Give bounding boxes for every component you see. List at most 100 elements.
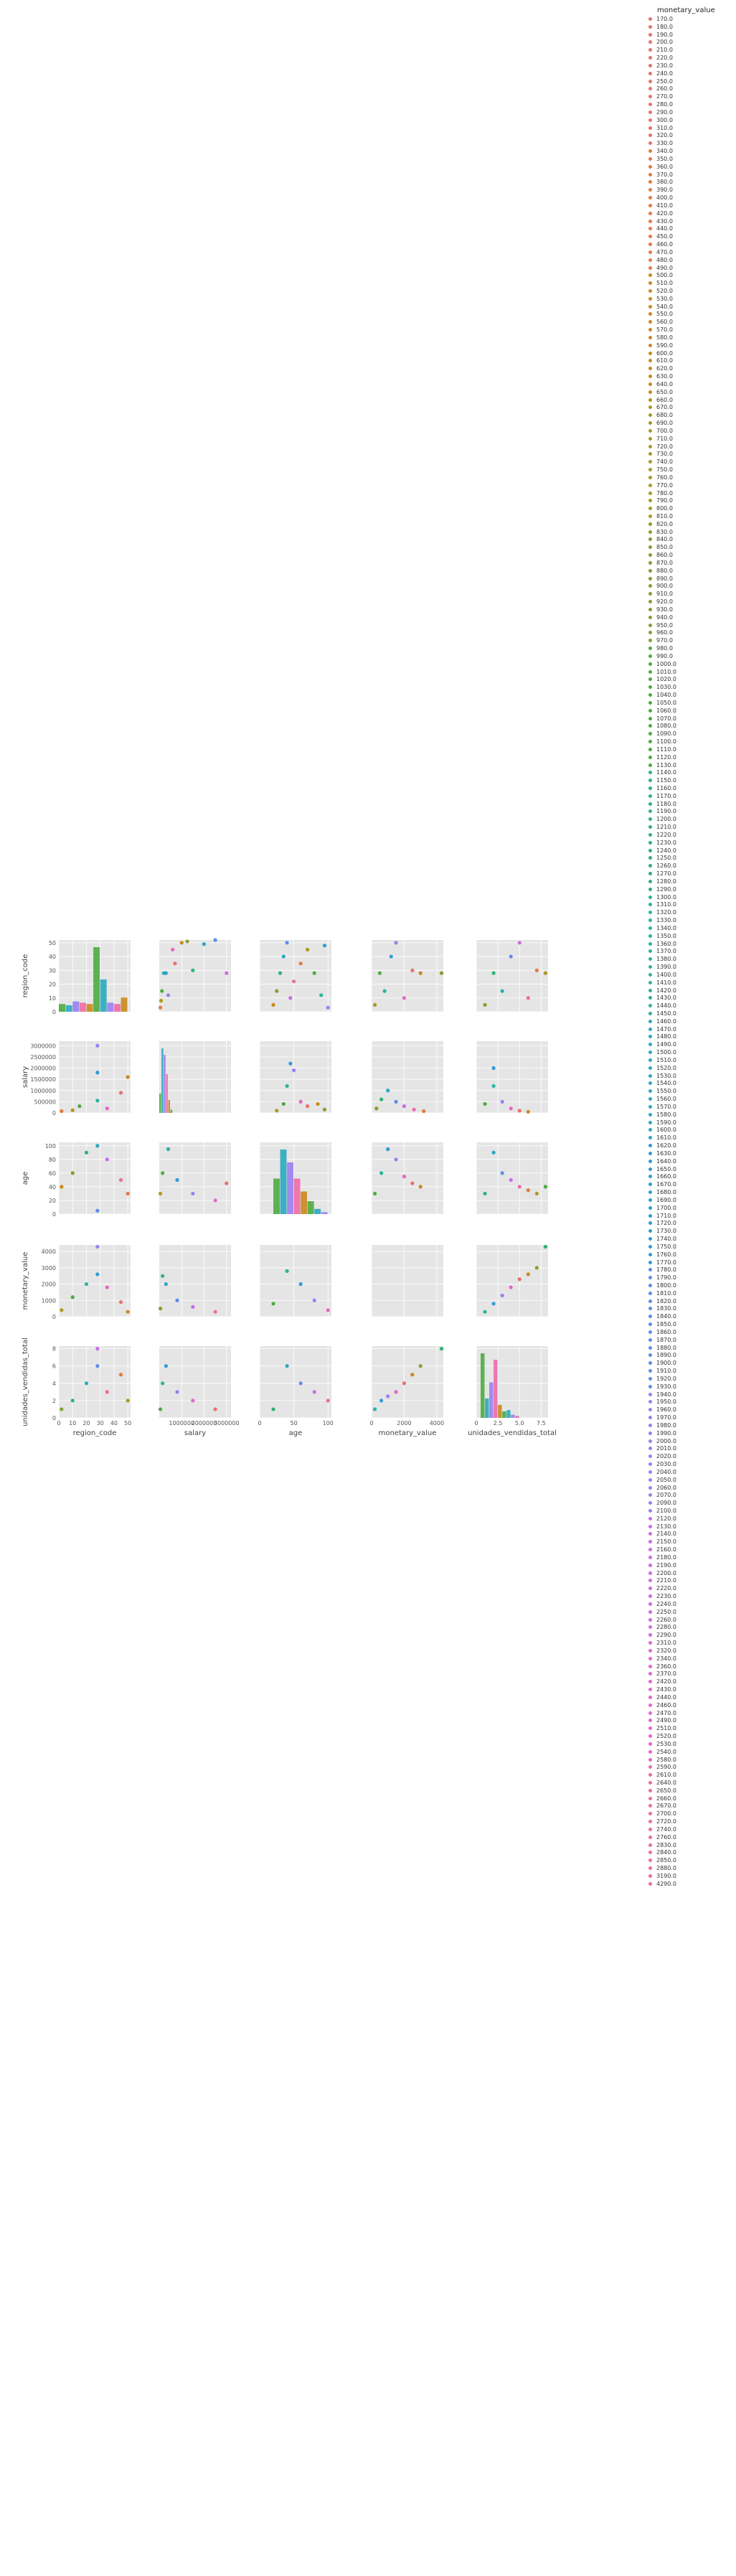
legend-marker	[648, 219, 652, 223]
legend-label: 1030.0	[656, 684, 676, 691]
legend-item: 220.0	[638, 55, 736, 62]
legend-item: 2490.0	[638, 1717, 736, 1725]
legend-marker	[648, 1672, 652, 1676]
legend-item: 780.0	[638, 490, 736, 498]
legend-item: 2720.0	[638, 1818, 736, 1826]
legend-item: 280.0	[638, 101, 736, 109]
legend-item: 990.0	[638, 653, 736, 661]
scatter-point	[95, 1272, 100, 1277]
legend-item: 2160.0	[638, 1546, 736, 1554]
legend-label: 630.0	[656, 373, 673, 380]
y-tick-label: 30	[49, 967, 56, 974]
legend-item: 1380.0	[638, 956, 736, 964]
legend-marker	[648, 903, 652, 907]
scatter-point	[191, 1305, 195, 1309]
legend-marker	[648, 1268, 652, 1272]
legend-label: 1390.0	[656, 964, 676, 971]
legend-label: 2670.0	[656, 1802, 676, 1810]
scatter-point	[105, 1106, 109, 1111]
legend-label: 2000.0	[656, 1437, 676, 1444]
legend-label: 650.0	[656, 388, 673, 395]
histogram-bar	[79, 1002, 86, 1012]
legend-marker	[648, 110, 652, 114]
legend-marker	[648, 390, 652, 394]
legend-marker	[648, 786, 652, 790]
legend-marker	[648, 1587, 652, 1591]
histogram-bar	[314, 1208, 321, 1214]
legend-marker	[648, 514, 652, 518]
legend-marker	[648, 320, 652, 324]
legend-item: 200.0	[638, 39, 736, 47]
scatter-point	[95, 1208, 100, 1213]
legend-marker	[648, 1151, 652, 1155]
scatter-point	[379, 1171, 384, 1175]
legend-label: 310.0	[656, 124, 673, 131]
legend-label: 1440.0	[656, 1002, 676, 1010]
legend-marker	[648, 1338, 652, 1342]
legend-item: 2420.0	[638, 1678, 736, 1686]
legend-label: 1560.0	[656, 1096, 676, 1103]
legend-label: 1820.0	[656, 1297, 676, 1305]
legend-marker	[648, 1633, 652, 1637]
legend-marker	[648, 32, 652, 37]
scatter-point	[326, 1005, 330, 1010]
legend-label: 2440.0	[656, 1693, 676, 1701]
legend-label: 2230.0	[656, 1593, 676, 1600]
legend-label: 460.0	[656, 241, 673, 248]
legend-item: 1260.0	[638, 862, 736, 870]
legend-label: 1730.0	[656, 1228, 676, 1235]
legend-marker	[648, 188, 652, 192]
legend-label: 850.0	[656, 544, 673, 551]
scatter-point	[118, 1299, 123, 1305]
legend-marker	[648, 965, 652, 969]
legend-marker	[648, 1509, 652, 1513]
scatter-point	[491, 1066, 496, 1071]
legend-item: 1530.0	[638, 1073, 736, 1081]
legend-label: 1630.0	[656, 1150, 676, 1157]
legend-marker	[648, 312, 652, 316]
scatter-point	[271, 1002, 275, 1007]
legend-marker	[648, 972, 652, 977]
legend-label: 2360.0	[656, 1663, 676, 1670]
histogram-bar	[107, 1002, 114, 1012]
legend-marker	[648, 1198, 652, 1202]
legend-label: 830.0	[656, 528, 673, 535]
legend-label: 2640.0	[656, 1779, 676, 1786]
legend-item: 740.0	[638, 459, 736, 466]
legend-label: 2060.0	[656, 1484, 676, 1491]
legend-label: 790.0	[656, 497, 673, 504]
legend-label: 1150.0	[656, 777, 676, 784]
legend-label: 200.0	[656, 39, 673, 46]
legend-label: 2580.0	[656, 1756, 676, 1763]
legend-item: 250.0	[638, 78, 736, 86]
legend-marker	[648, 832, 652, 837]
legend-label: 1760.0	[656, 1251, 676, 1258]
legend-label: 1070.0	[656, 715, 676, 722]
legend-label: 2430.0	[656, 1686, 676, 1693]
legend-item: 1340.0	[638, 925, 736, 933]
legend-marker	[648, 1097, 652, 1101]
x-tick-label: 50	[124, 1420, 131, 1426]
legend-marker	[648, 211, 652, 215]
panel-background	[476, 1245, 548, 1317]
scatter-point	[185, 939, 189, 944]
legend-label: 2470.0	[656, 1709, 676, 1716]
legend-marker	[648, 677, 652, 682]
legend-item: 270.0	[638, 93, 736, 101]
legend-label: 2610.0	[656, 1772, 676, 1779]
legend-marker	[648, 265, 652, 270]
legend-item: 310.0	[638, 125, 736, 133]
scatter-point	[410, 968, 415, 972]
legend-item: 850.0	[638, 544, 736, 552]
legend-marker	[648, 156, 652, 161]
scatter-point	[95, 1071, 100, 1075]
legend-marker	[648, 1493, 652, 1498]
legend-item: 690.0	[638, 420, 736, 428]
legend-label: 960.0	[656, 629, 673, 636]
legend-item: 2370.0	[638, 1670, 736, 1678]
legend-marker	[648, 522, 652, 526]
legend-label: 1920.0	[656, 1375, 676, 1382]
legend-label: 2830.0	[656, 1841, 676, 1848]
scatter-point	[326, 1308, 330, 1312]
legend-item: 1830.0	[638, 1305, 736, 1313]
